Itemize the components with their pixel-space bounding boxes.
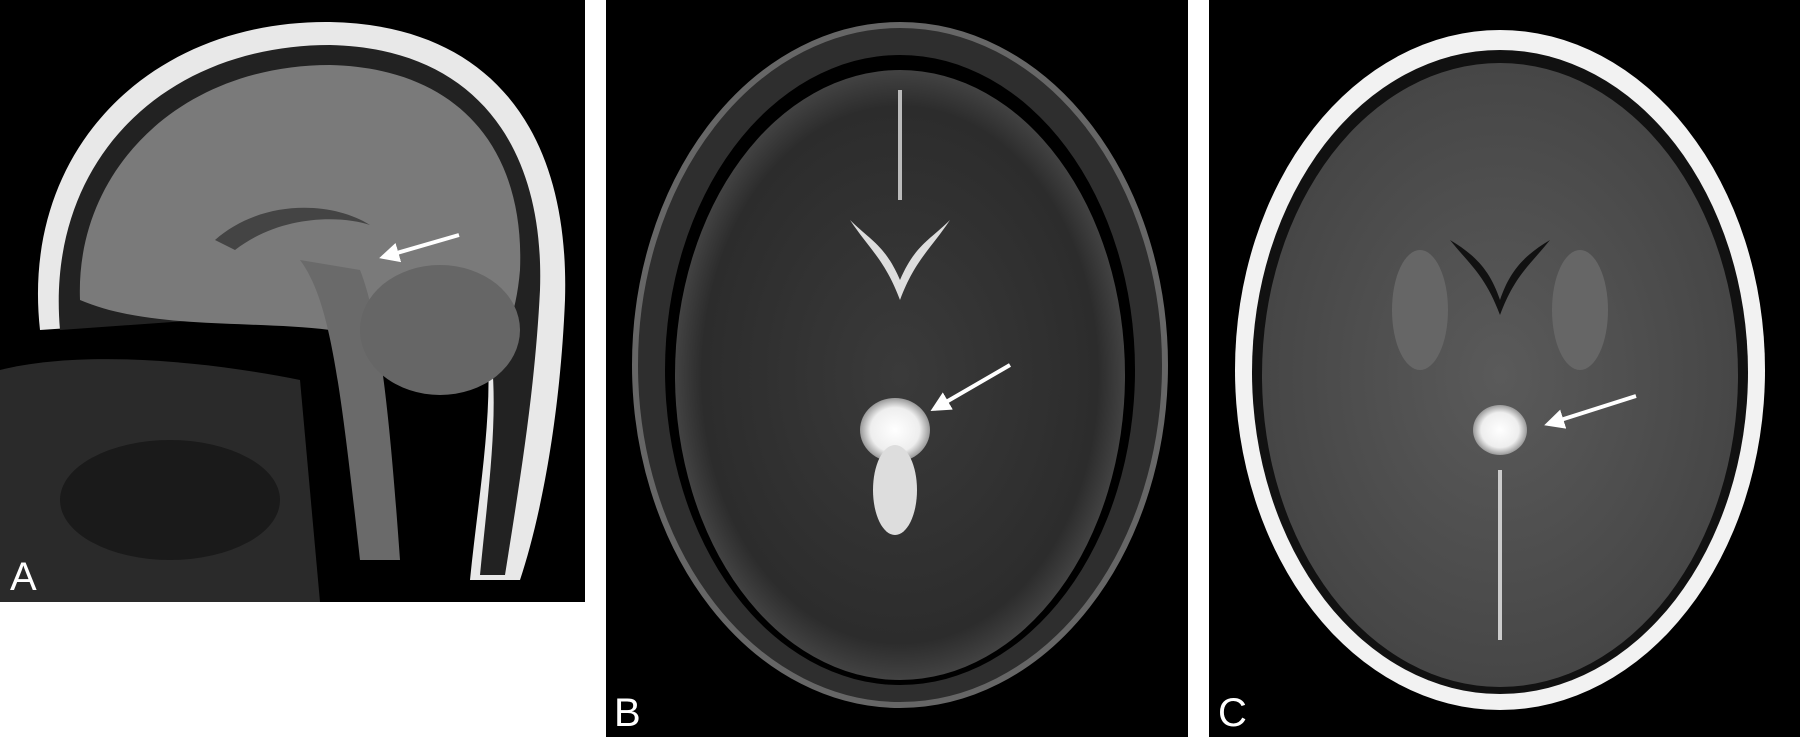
csf bbox=[873, 445, 917, 535]
arrow bbox=[1544, 394, 1637, 429]
brain bbox=[675, 70, 1125, 680]
panel-label: A bbox=[10, 555, 37, 599]
brain bbox=[1262, 63, 1738, 687]
lesion bbox=[860, 398, 930, 462]
cerebellum bbox=[360, 265, 520, 395]
panel-a: A bbox=[0, 0, 585, 602]
ventricles bbox=[1450, 240, 1550, 315]
arrow bbox=[379, 233, 460, 263]
soft-tissue bbox=[60, 440, 280, 560]
ventricles bbox=[850, 220, 950, 300]
panel-b: B bbox=[606, 0, 1188, 737]
corpus-callosum bbox=[215, 207, 370, 250]
basal-ganglia bbox=[1392, 250, 1448, 370]
basal-ganglia bbox=[1552, 250, 1608, 370]
arrow bbox=[930, 363, 1012, 412]
panel-label: C bbox=[1218, 691, 1247, 735]
panel-label: B bbox=[614, 691, 641, 735]
lesion bbox=[1473, 405, 1527, 455]
panel-c: C bbox=[1209, 0, 1800, 737]
